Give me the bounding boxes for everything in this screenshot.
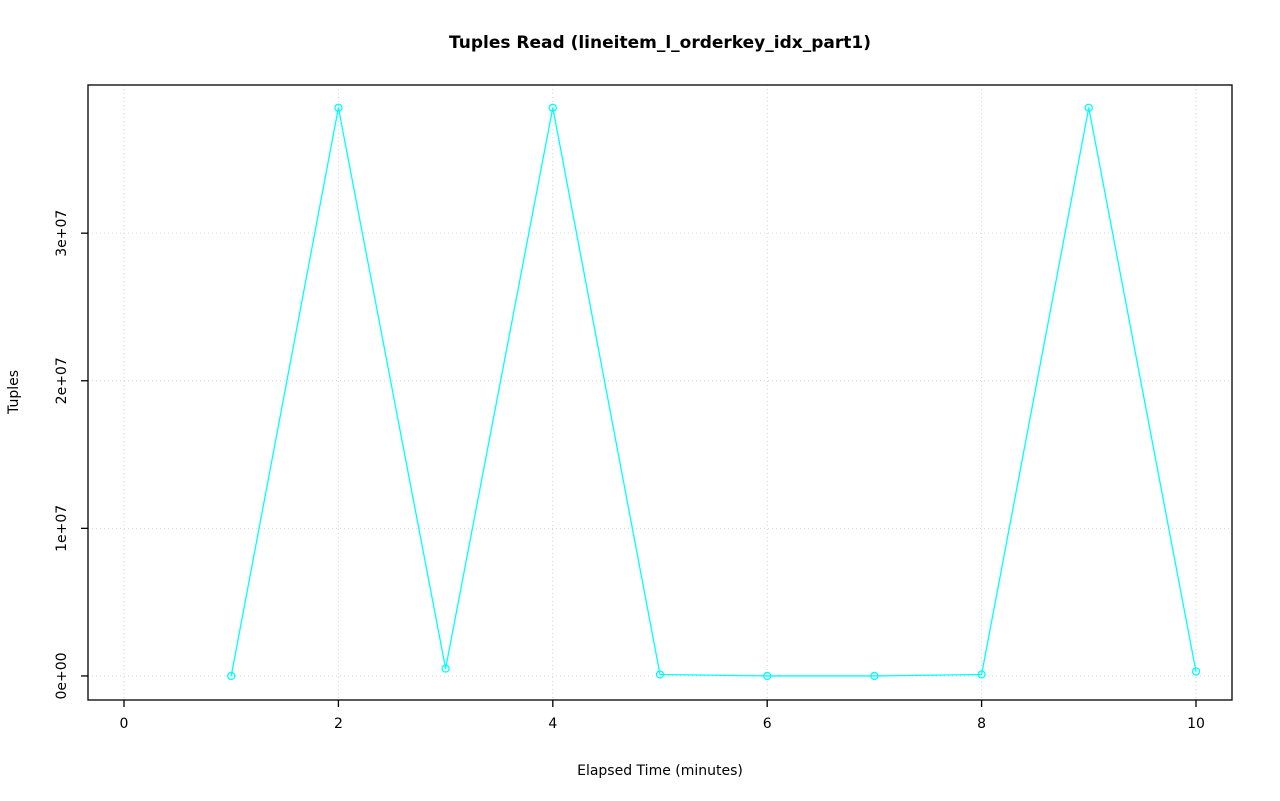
y-tick-label: 0e+00 — [54, 652, 70, 699]
series-line — [230, 107, 1197, 677]
plot-border-box — [87, 84, 1233, 701]
chart-title: Tuples Read (lineitem_l_orderkey_idx_par… — [449, 33, 871, 53]
y-tick-label: 2e+07 — [54, 357, 70, 404]
data-point-marker — [763, 671, 772, 681]
y-tick-label: 1e+07 — [54, 505, 70, 552]
data-point-marker — [441, 664, 450, 673]
grid-lines — [88, 85, 1232, 700]
data-point-marker — [334, 103, 343, 112]
data-point-marker — [870, 671, 879, 681]
data-point-marker — [655, 670, 665, 679]
data-point-marker — [1191, 667, 1201, 676]
y-tick-label: 3e+07 — [54, 210, 70, 257]
x-axis-label: Elapsed Time (minutes) — [577, 763, 743, 779]
x-tick-label: 10 — [1187, 716, 1205, 732]
data-point-marker — [227, 671, 236, 681]
data-point-marker — [977, 670, 986, 679]
data-point-marker — [1084, 103, 1093, 112]
x-tick-label: 8 — [977, 716, 986, 732]
x-tick-label: 0 — [120, 716, 129, 732]
data-point-marker — [548, 103, 557, 112]
x-tick-label: 2 — [334, 716, 343, 732]
x-tick-label: 6 — [763, 716, 772, 732]
y-axis-label: Tuples — [6, 370, 22, 415]
x-tick-label: 4 — [548, 716, 557, 732]
axes: 0 2 4 6 8 10 0e+00 1e+07 2e+07 3e+07 — [54, 210, 1205, 732]
data-series — [227, 103, 1201, 681]
